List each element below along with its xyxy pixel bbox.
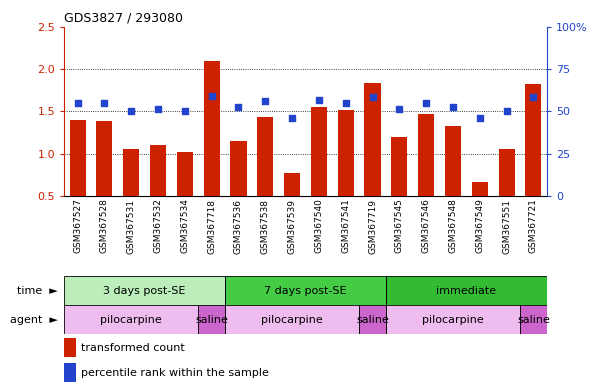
Bar [525,84,541,238]
Bar [64,305,198,334]
Bar [64,362,76,382]
Bar [445,126,461,238]
Bar [123,149,139,238]
Bar [70,120,86,238]
Point [180,108,190,114]
Text: percentile rank within the sample: percentile rank within the sample [81,367,268,377]
Point [73,100,82,106]
Bar [365,83,381,238]
Point [314,97,324,103]
Text: saline: saline [517,314,550,325]
Bar [97,121,112,238]
Text: immediate: immediate [436,286,497,296]
Bar [198,305,225,334]
Bar [418,114,434,238]
Bar [64,276,225,305]
Point [422,100,431,106]
Point [529,94,538,100]
Point [502,108,511,114]
Text: pilocarpine: pilocarpine [100,314,162,325]
Point [448,104,458,110]
Bar [257,117,273,238]
Bar [225,305,359,334]
Bar [386,305,520,334]
Text: 3 days post-SE: 3 days post-SE [103,286,186,296]
Point [126,108,136,114]
Point [475,115,485,121]
Bar [472,182,488,238]
Bar [499,149,514,238]
Text: transformed count: transformed count [81,343,185,353]
Point [233,104,243,110]
Bar [391,137,408,238]
Bar [359,305,386,334]
Bar [386,276,547,305]
Point [153,106,163,112]
Text: GDS3827 / 293080: GDS3827 / 293080 [64,11,183,24]
Text: pilocarpine: pilocarpine [422,314,484,325]
Point [207,93,216,99]
Bar [230,141,246,238]
Point [100,100,109,106]
Point [395,106,404,112]
Bar [225,276,386,305]
Bar [338,110,354,238]
Text: 7 days post-SE: 7 days post-SE [264,286,347,296]
Point [341,100,351,106]
Bar [64,338,76,356]
Bar [284,173,300,238]
Text: agent  ►: agent ► [10,314,58,325]
Bar [203,61,220,238]
Point [368,94,378,100]
Point [287,115,297,121]
Text: saline: saline [356,314,389,325]
Bar [150,145,166,238]
Bar [311,107,327,238]
Text: saline: saline [195,314,228,325]
Point [260,98,270,104]
Text: time  ►: time ► [17,286,58,296]
Bar [177,152,193,238]
Bar [520,305,547,334]
Text: pilocarpine: pilocarpine [262,314,323,325]
